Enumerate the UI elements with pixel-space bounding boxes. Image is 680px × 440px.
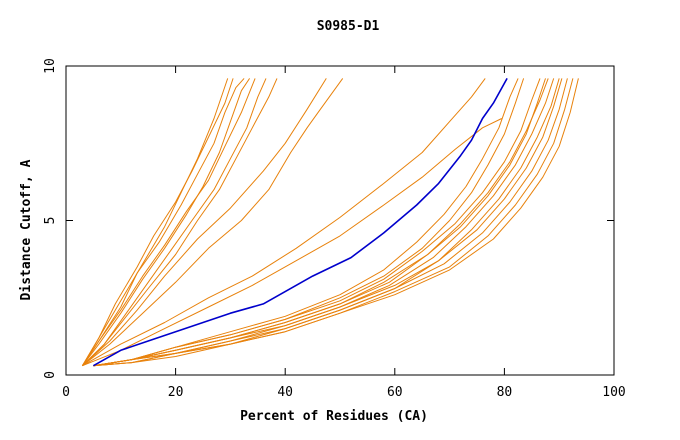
series-line-model-13	[93, 78, 541, 367]
y-tick-label: 10	[43, 58, 58, 74]
series-line-model-03	[82, 78, 267, 367]
y-axis: 0 5 10	[43, 58, 614, 379]
series-line-model-07	[81, 78, 256, 366]
series-line-model-18	[93, 78, 563, 367]
series-line-model-16	[93, 78, 555, 367]
series-line-model-12	[93, 78, 525, 367]
series-line-model-01	[82, 78, 251, 367]
x-axis-label: Percent of Residues (CA)	[240, 409, 428, 424]
series-line-model-05	[82, 78, 278, 367]
x-tick-label: 80	[497, 385, 513, 400]
series-line-model-09	[82, 78, 344, 367]
x-tick-label: 100	[602, 385, 625, 400]
y-axis-label: Distance Cutoff, A	[19, 159, 34, 300]
plot-frame	[65, 65, 615, 376]
series-line-model-08	[82, 78, 327, 367]
x-tick-label: 40	[277, 385, 293, 400]
x-tick-label: 0	[62, 385, 70, 400]
y-tick-label: 5	[43, 217, 58, 225]
highlighted-series-line	[93, 78, 508, 367]
x-tick-label: 20	[168, 385, 184, 400]
series-line-model-21	[93, 78, 579, 367]
series-line-model-22	[93, 78, 519, 367]
x-tick-label: 60	[387, 385, 403, 400]
series-line-model-04	[81, 78, 234, 366]
series-line-model-10	[82, 78, 486, 367]
x-axis: 0 20 40 60 80 100	[62, 66, 626, 400]
series-line-model-14	[93, 78, 546, 367]
series-line-model-06	[81, 78, 229, 366]
chart-title: S0985-D1	[317, 19, 380, 34]
series-layer	[81, 78, 579, 367]
series-line-model-11	[82, 118, 502, 367]
series-line-model-02	[81, 78, 245, 366]
series-line-model-20	[93, 78, 574, 367]
series-line-model-15	[93, 78, 549, 367]
y-tick-label: 0	[43, 371, 58, 379]
